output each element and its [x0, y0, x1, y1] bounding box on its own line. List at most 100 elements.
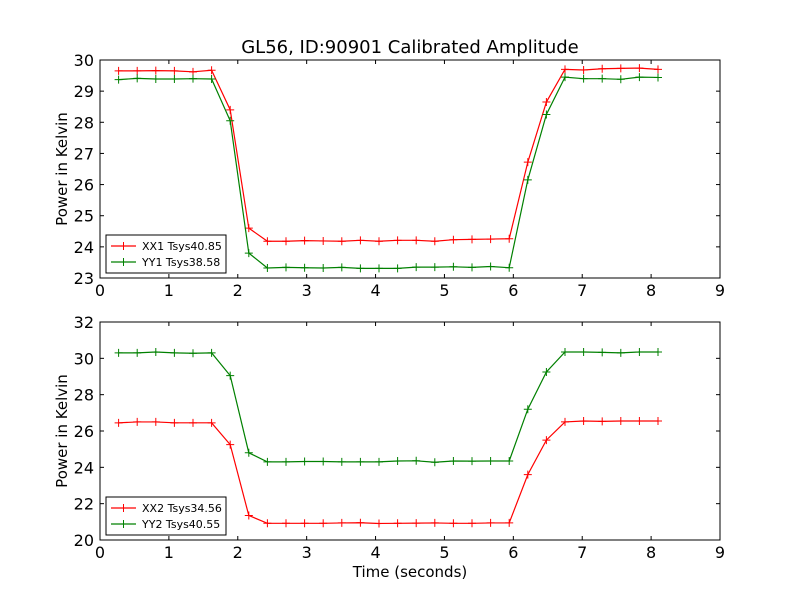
- top-series-2-point: [393, 264, 402, 273]
- bottom-series-2-point: [375, 457, 383, 466]
- top-series-1-point: [226, 105, 235, 114]
- bottom-series-2-point: [133, 348, 142, 357]
- bottom-y-tick-label: 22: [74, 495, 94, 514]
- bottom-legend-label-1: XX2 Tsys34.56: [142, 502, 222, 515]
- top-series-1-point: [542, 98, 551, 107]
- bottom-legend-marker-1: [119, 504, 128, 512]
- bottom-series-2-point: [189, 349, 197, 358]
- bottom-series-1-point: [523, 470, 532, 479]
- bottom-series-1-point: [598, 417, 607, 426]
- top-series-1-point: [207, 66, 216, 75]
- bottom-series-2-point: [393, 456, 402, 465]
- bottom-series-2-point: [505, 456, 514, 465]
- top-legend-label-1: XX1 Tsys40.85: [142, 240, 222, 253]
- top-series-2-point: [375, 264, 383, 273]
- bottom-series-2-point: [300, 457, 309, 466]
- top-series-2-point: [263, 264, 272, 273]
- bottom-series-2-point: [263, 457, 272, 466]
- bottom-series-1-point: [263, 519, 272, 528]
- bottom-series-2-point: [319, 457, 328, 466]
- top-series-1-point: [598, 64, 607, 73]
- top-series-1-point: [412, 236, 421, 245]
- bottom-legend: XX2 Tsys34.56 YY2 Tsys40.55: [105, 496, 227, 536]
- top-x-tick-label: 8: [646, 281, 656, 300]
- bottom-y-tick-label: 28: [74, 386, 94, 405]
- top-x-tick-label: 5: [439, 281, 449, 300]
- top-series-1-point: [523, 158, 532, 167]
- bottom-series-1-point: [542, 436, 551, 445]
- top-legend-box: [105, 234, 227, 274]
- bottom-x-tick-label: 3: [302, 543, 312, 562]
- bottom-series-2-point: [616, 348, 625, 357]
- top-legend: XX1 Tsys40.85 YY1 Tsys38.58: [105, 234, 227, 274]
- top-series-2-point: [337, 263, 346, 272]
- bottom-series-1-point: [133, 417, 142, 426]
- top-series-1-point: [356, 236, 365, 245]
- bottom-series-1-point: [114, 418, 123, 427]
- bottom-series-1-point: [654, 417, 662, 426]
- top-series-1-point: [505, 234, 514, 243]
- top-series-2-point: [561, 73, 569, 82]
- top-series-1-point: [616, 64, 625, 73]
- bottom-series-2-point: [468, 457, 476, 466]
- top-series-1-point: [393, 236, 402, 245]
- top-x-tick-label: 0: [95, 281, 105, 300]
- bottom-series-1-point: [616, 417, 625, 426]
- top-series-1-point: [170, 66, 179, 75]
- top-series-2-point: [282, 263, 290, 272]
- top-series-1-point: [635, 64, 644, 73]
- top-series-2-point: [151, 74, 160, 83]
- top-series-2-point: [319, 264, 328, 273]
- bottom-series-2-point: [561, 347, 569, 356]
- top-series-1-point: [300, 236, 309, 245]
- bottom-series-2-point: [244, 448, 253, 457]
- bottom-x-tick-label: 4: [370, 543, 380, 562]
- top-series-1-point: [282, 237, 290, 246]
- top-series-1-point: [337, 237, 346, 246]
- bottom-series-2-point: [170, 348, 179, 357]
- top-series-2-point: [133, 74, 142, 83]
- bottom-series-2-point: [114, 348, 123, 357]
- bottom-x-tick-label: 6: [508, 543, 518, 562]
- top-x-tick-label: 9: [715, 281, 725, 300]
- bottom-series-1-point: [635, 417, 644, 426]
- top-y-tick-label: 25: [74, 207, 94, 226]
- bottom-legend-label-2: YY2 Tsys40.55: [141, 518, 220, 531]
- top-series-2-point: [635, 73, 644, 82]
- bottom-series-1-point: [300, 519, 309, 528]
- top-series-1-point: [375, 237, 383, 246]
- bottom-series-1-point: [151, 417, 160, 426]
- bottom-series-2-point: [337, 457, 346, 466]
- top-y-tick-label: 29: [74, 82, 94, 101]
- top-y-tick-label: 23: [74, 269, 94, 288]
- bottom-series-2-point: [486, 456, 495, 465]
- top-series-2-point: [486, 262, 495, 271]
- top-y-tick-label: 27: [74, 144, 94, 163]
- bottom-series-2-point: [598, 348, 607, 357]
- bottom-series-1-point: [412, 519, 421, 528]
- top-x-tick-label: 4: [370, 281, 380, 300]
- top-x-tick-label: 2: [233, 281, 243, 300]
- bottom-series-1-point: [505, 518, 514, 527]
- bottom-x-tick-label: 0: [95, 543, 105, 562]
- top-x-tick-label: 3: [302, 281, 312, 300]
- top-series-2-point: [505, 263, 514, 272]
- bottom-series-1-point: [375, 519, 383, 528]
- bottom-series-1-point: [468, 519, 476, 528]
- top-series-1-point: [263, 237, 272, 246]
- top-series-2-point: [356, 264, 365, 273]
- bottom-series-2-point: [579, 347, 588, 356]
- bottom-series-1-point: [579, 417, 588, 426]
- bottom-series-2-point: [542, 367, 551, 376]
- top-series-2-point: [244, 249, 253, 258]
- top-series-2-point: [449, 262, 458, 271]
- bottom-x-tick-label: 9: [715, 543, 725, 562]
- top-series-2-point: [170, 74, 179, 83]
- top-y-tick-label: 24: [74, 238, 94, 257]
- top-y-tick-label: 26: [74, 176, 94, 195]
- bottom-panel: 0 1 2 3 4 5 6 7 8 9 20 22 24 26 28 30 32 Power in Kelvin T…: [53, 313, 725, 581]
- bottom-x-axis-label: Time (seconds): [352, 563, 468, 581]
- bottom-series-1-point: [393, 519, 402, 528]
